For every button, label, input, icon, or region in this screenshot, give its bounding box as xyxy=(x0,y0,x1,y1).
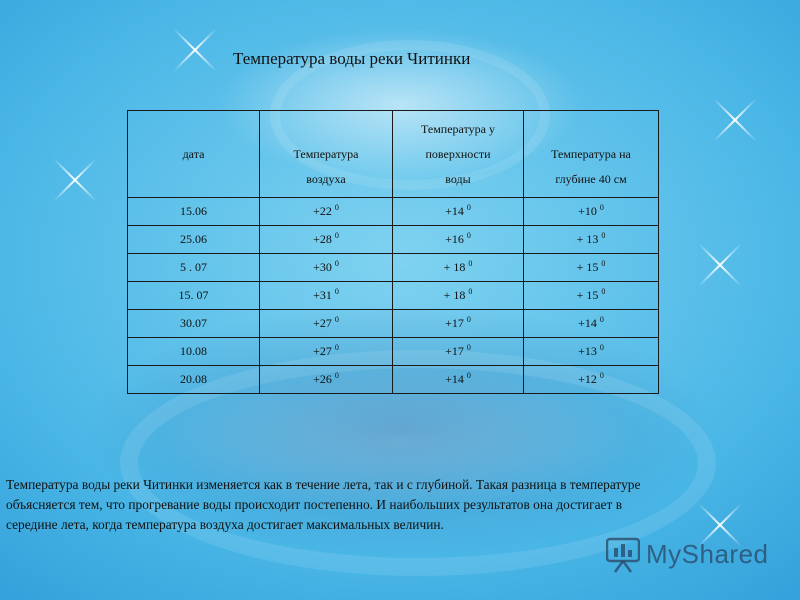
logo-text: MyShared xyxy=(646,538,769,569)
degree-mark: 0 xyxy=(466,371,471,380)
air-temperature-cell: +26 0 xyxy=(259,365,393,394)
degree-mark: 0 xyxy=(468,259,473,268)
sparkle-decoration xyxy=(45,150,105,210)
table-row: 30.07 +27 0 +17 0 +14 0 xyxy=(127,309,659,338)
description-paragraph: Температура воды реки Читинки изменяется… xyxy=(6,475,786,535)
air-temperature-cell: +22 0 xyxy=(259,197,393,226)
degree-mark: 0 xyxy=(466,231,471,240)
degree-mark: 0 xyxy=(334,259,339,268)
degree-mark: 0 xyxy=(601,259,606,268)
paragraph-line: Температура воды реки Читинки изменяется… xyxy=(6,477,641,492)
air-temperature-cell: +27 0 xyxy=(259,337,393,366)
table-row: 5 . 07 +30 0 + 18 0 + 15 0 xyxy=(127,253,659,282)
header-date: дата xyxy=(127,110,260,198)
paragraph-line: объясняется тем, что прогревание воды пр… xyxy=(6,497,623,512)
date-cell: 15.06 xyxy=(127,197,260,226)
date-cell: 15. 07 xyxy=(127,281,260,310)
degree-mark: 0 xyxy=(601,287,606,296)
depth-temperature-cell: +12 0 xyxy=(523,365,659,394)
degree-mark: 0 xyxy=(466,315,471,324)
degree-mark: 0 xyxy=(468,287,473,296)
myshared-logo-icon xyxy=(606,537,640,573)
surface-temperature-cell: +14 0 xyxy=(392,365,524,394)
date-cell: 20.08 xyxy=(127,365,260,394)
degree-mark: 0 xyxy=(334,371,339,380)
table-row: 25.06 +28 0 +16 0 + 13 0 xyxy=(127,225,659,254)
surface-temperature-cell: + 18 0 xyxy=(392,253,524,282)
table-row: 20.08 +26 0 +14 0 +12 0 xyxy=(127,365,659,394)
surface-temperature-cell: +16 0 xyxy=(392,225,524,254)
surface-temperature-cell: + 18 0 xyxy=(392,281,524,310)
degree-mark: 0 xyxy=(601,231,606,240)
depth-temperature-cell: +10 0 xyxy=(523,197,659,226)
degree-mark: 0 xyxy=(599,343,604,352)
page-title: Температура воды реки Читинки xyxy=(233,49,471,68)
date-cell: 25.06 xyxy=(127,225,260,254)
degree-mark: 0 xyxy=(466,203,471,212)
degree-mark: 0 xyxy=(599,371,604,380)
surface-temperature-cell: +14 0 xyxy=(392,197,524,226)
myshared-logo[interactable]: MyShared xyxy=(606,535,769,573)
surface-temperature-cell: +17 0 xyxy=(392,337,524,366)
depth-temperature-cell: +13 0 xyxy=(523,337,659,366)
table-row: 15. 07 +31 0 + 18 0 + 15 0 xyxy=(127,281,659,310)
temperature-table: дата Температура воздуха Температура у п… xyxy=(127,110,659,394)
air-temperature-cell: +27 0 xyxy=(259,309,393,338)
date-cell: 30.07 xyxy=(127,309,260,338)
table-row: 15.06 +22 0 +14 0 +10 0 xyxy=(127,197,659,226)
depth-temperature-cell: + 15 0 xyxy=(523,253,659,282)
degree-mark: 0 xyxy=(466,343,471,352)
degree-mark: 0 xyxy=(334,203,339,212)
degree-mark: 0 xyxy=(599,315,604,324)
surface-temperature-cell: +17 0 xyxy=(392,309,524,338)
depth-temperature-cell: + 15 0 xyxy=(523,281,659,310)
degree-mark: 0 xyxy=(334,231,339,240)
date-cell: 5 . 07 xyxy=(127,253,260,282)
table-row: 10.08 +27 0 +17 0 +13 0 xyxy=(127,337,659,366)
depth-temperature-cell: + 13 0 xyxy=(523,225,659,254)
sparkle-decoration xyxy=(690,235,750,295)
air-temperature-cell: +28 0 xyxy=(259,225,393,254)
degree-mark: 0 xyxy=(334,287,339,296)
date-cell: 10.08 xyxy=(127,337,260,366)
degree-mark: 0 xyxy=(599,203,604,212)
sparkle-decoration xyxy=(165,20,225,80)
sparkle-decoration xyxy=(705,90,765,150)
air-temperature-cell: +31 0 xyxy=(259,281,393,310)
header-surface-temperature: Температура у поверхности воды xyxy=(392,110,524,198)
paragraph-line: середине лета, когда температура воздуха… xyxy=(6,517,444,532)
header-air-temperature: Температура воздуха xyxy=(259,110,393,198)
degree-mark: 0 xyxy=(334,343,339,352)
degree-mark: 0 xyxy=(334,315,339,324)
depth-temperature-cell: +14 0 xyxy=(523,309,659,338)
air-temperature-cell: +30 0 xyxy=(259,253,393,282)
header-depth-temperature: Температура на глубине 40 см xyxy=(523,110,659,198)
table-header-row: дата Температура воздуха Температура у п… xyxy=(127,110,659,198)
